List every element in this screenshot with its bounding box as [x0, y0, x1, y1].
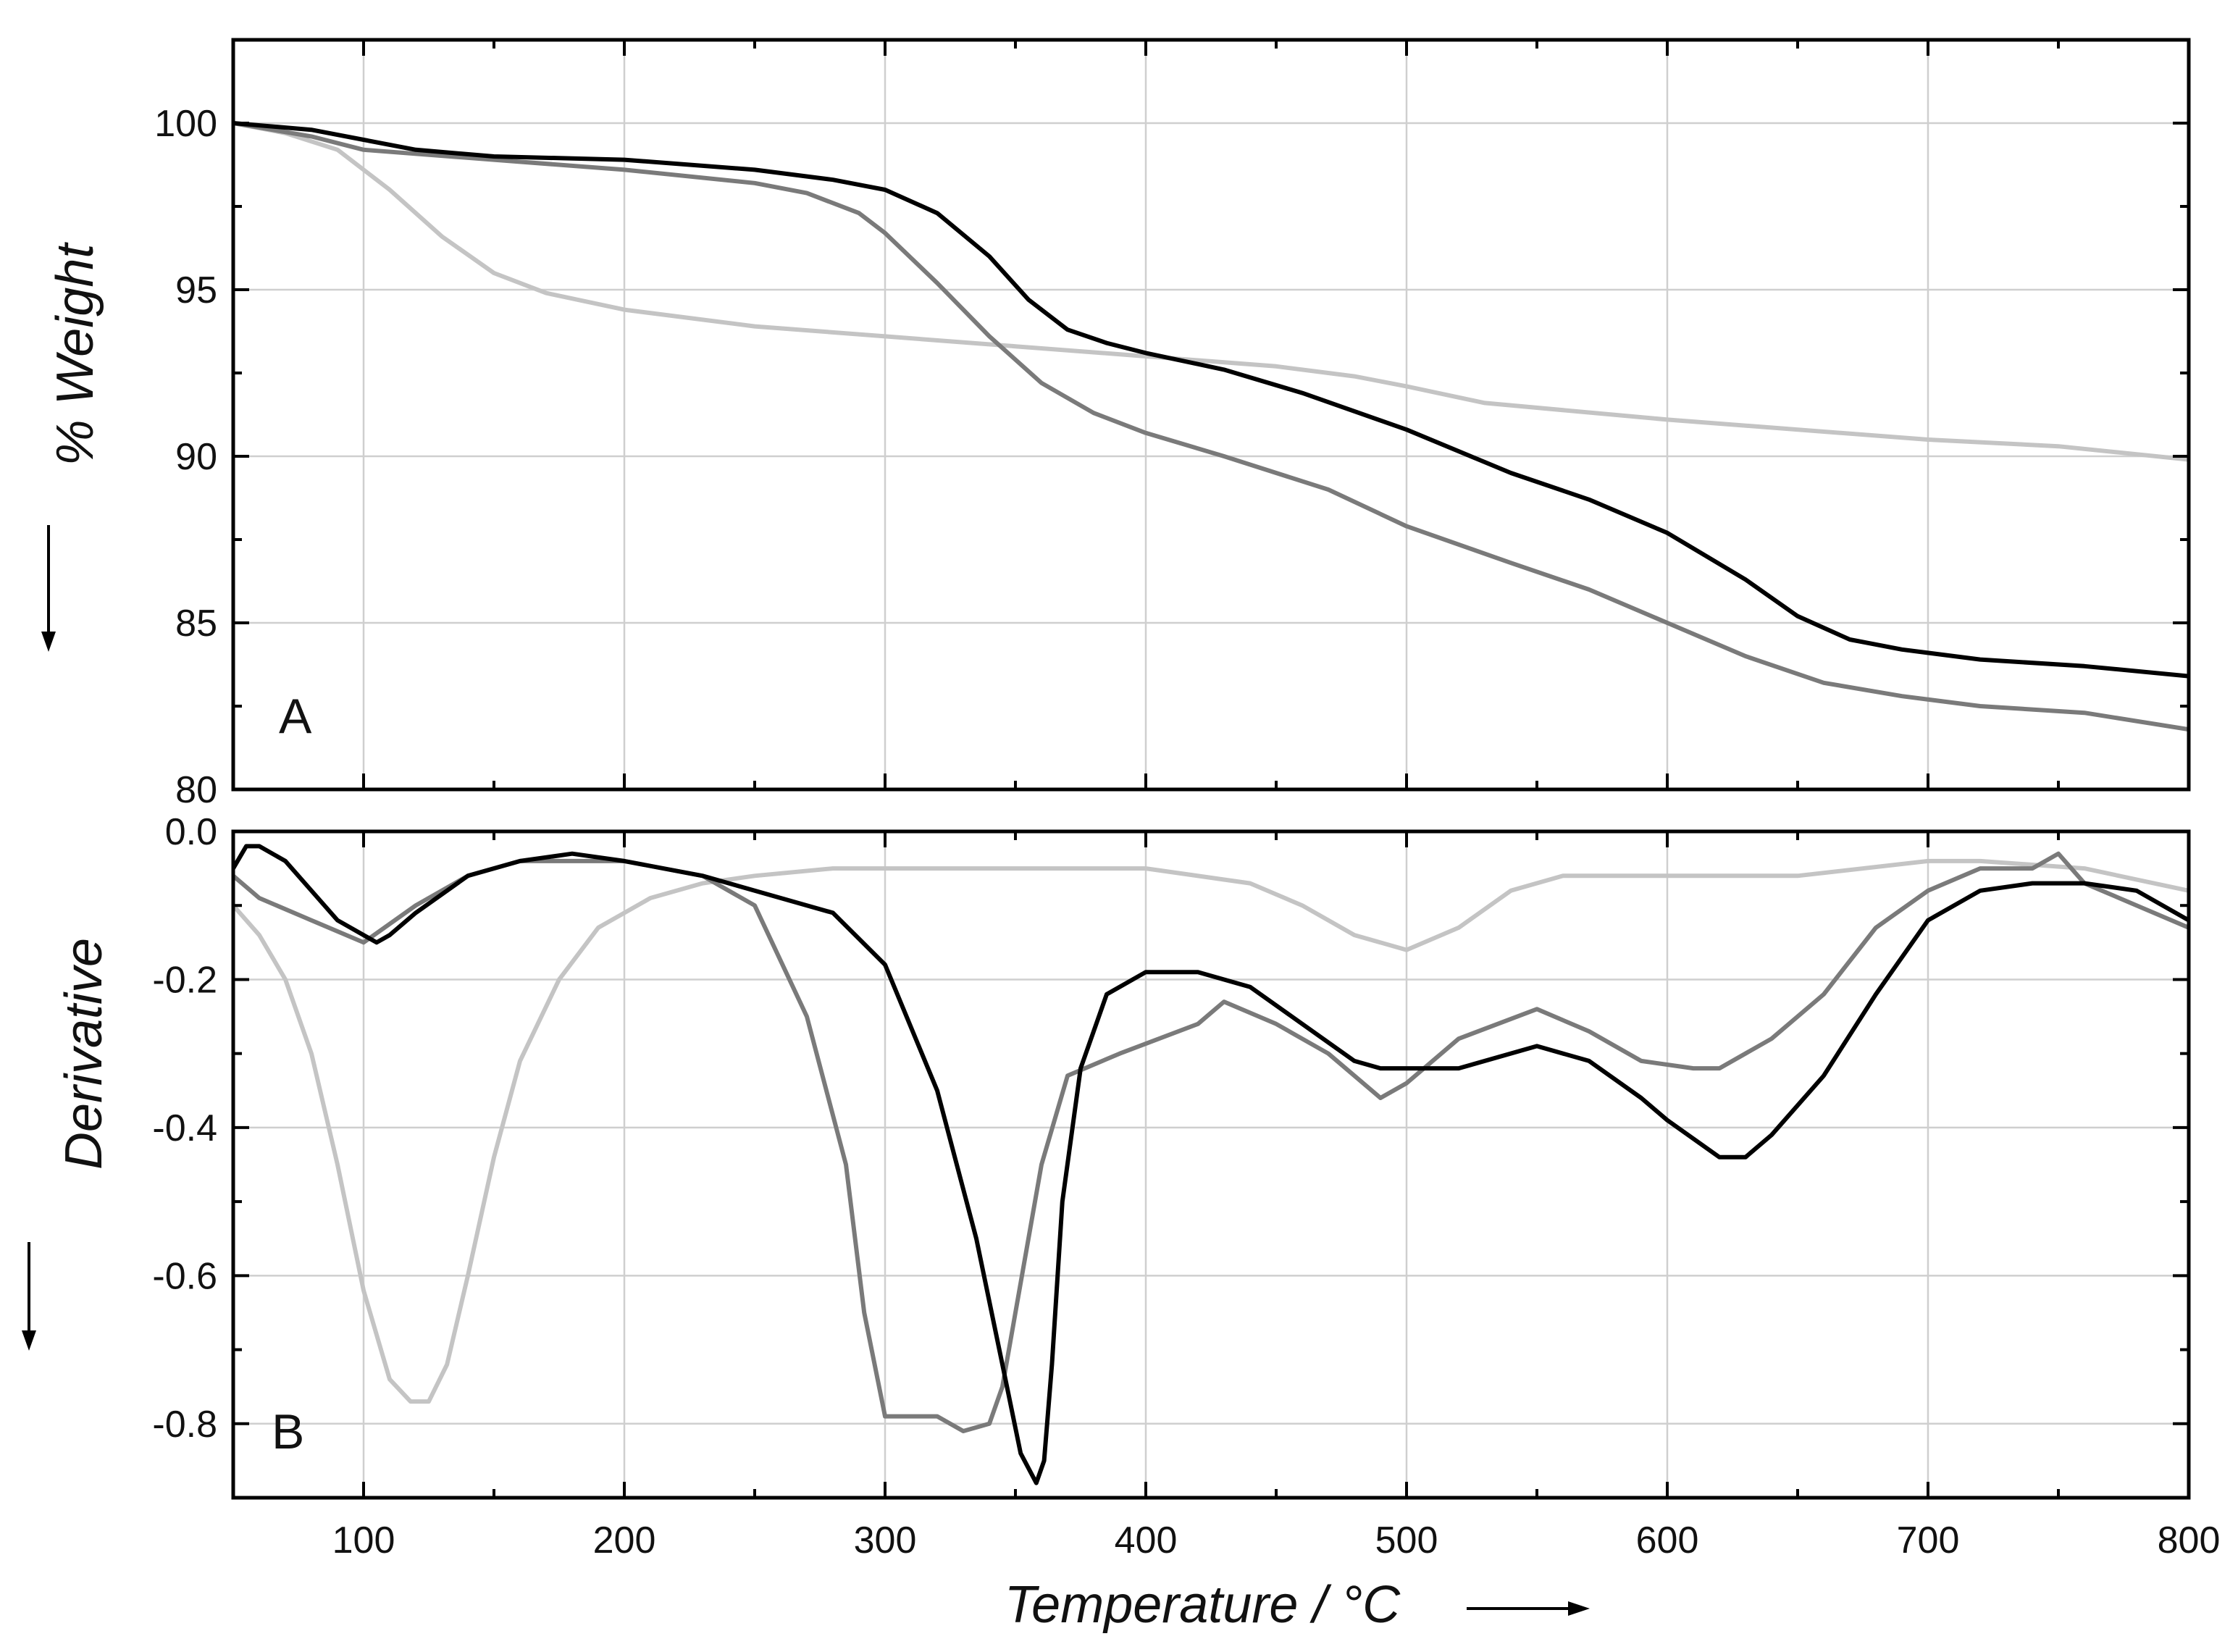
y-tick-label: 100 — [154, 103, 217, 145]
panel-b-frame — [231, 829, 2191, 1500]
x-tick-label: 300 — [854, 1519, 917, 1561]
panel-a-label: A — [279, 689, 312, 744]
panel-b-y-axis-title: Derivative — [55, 938, 113, 1170]
panel-b-down-arrow — [22, 1242, 36, 1351]
x-tick-label: 100 — [332, 1519, 395, 1561]
y-tick-label: -0.4 — [152, 1107, 217, 1149]
x-axis-right-arrow — [1467, 1601, 1590, 1616]
panel-a-ticks — [232, 38, 2190, 791]
series-line-black — [233, 844, 2189, 1485]
series-line-light-gray — [233, 858, 2189, 1404]
x-tick-label: 500 — [1375, 1519, 1438, 1561]
x-axis-title: Temperature / °C — [1005, 1576, 1401, 1634]
y-tick-label: 85 — [175, 603, 217, 645]
y-tick-label: 80 — [175, 769, 217, 811]
panel-a-down-arrow — [41, 525, 56, 652]
series-line-black — [233, 121, 2189, 679]
panel-a-series — [233, 121, 2189, 732]
y-tick-label: -0.2 — [152, 959, 217, 1001]
panel-b-ticks — [232, 830, 2190, 1499]
panel-b-y-tick-labels: 0.0 -0.2 -0.4 -0.6 -0.8 — [152, 811, 217, 1446]
x-tick-label: 700 — [1897, 1519, 1960, 1561]
panel-b-series — [233, 844, 2189, 1485]
y-tick-label: 0.0 — [165, 811, 217, 853]
x-tick-label: 600 — [1636, 1519, 1699, 1561]
panel-a-frame — [231, 38, 2191, 792]
y-tick-label: 90 — [175, 436, 217, 478]
series-line-light-gray — [233, 121, 2189, 462]
x-tick-label: 800 — [2158, 1519, 2221, 1561]
panel-a-gridlines — [233, 40, 2189, 789]
y-tick-label: 95 — [175, 269, 217, 311]
panel-b-x-tick-labels: 100 200 300 400 500 600 700 800 — [332, 1519, 2221, 1561]
panel-a-y-tick-labels: 80 85 90 95 100 — [154, 103, 217, 811]
y-tick-label: -0.8 — [152, 1404, 217, 1446]
panel-a-y-axis-title: % Weight — [46, 242, 104, 466]
panel-b-label: B — [272, 1404, 304, 1459]
panel-a-weight: 80 85 90 95 100 A % Weight — [41, 38, 2191, 811]
series-line-dark-gray — [233, 121, 2189, 732]
series-line-dark-gray — [233, 851, 2189, 1433]
x-tick-label: 200 — [593, 1519, 656, 1561]
panel-b-derivative: 0.0 -0.2 -0.4 -0.6 -0.8 100 200 300 400 500 600 70… — [22, 811, 2220, 1561]
panel-b-gridlines — [233, 831, 2189, 1498]
y-tick-label: -0.6 — [152, 1255, 217, 1297]
x-tick-label: 400 — [1115, 1519, 1178, 1561]
